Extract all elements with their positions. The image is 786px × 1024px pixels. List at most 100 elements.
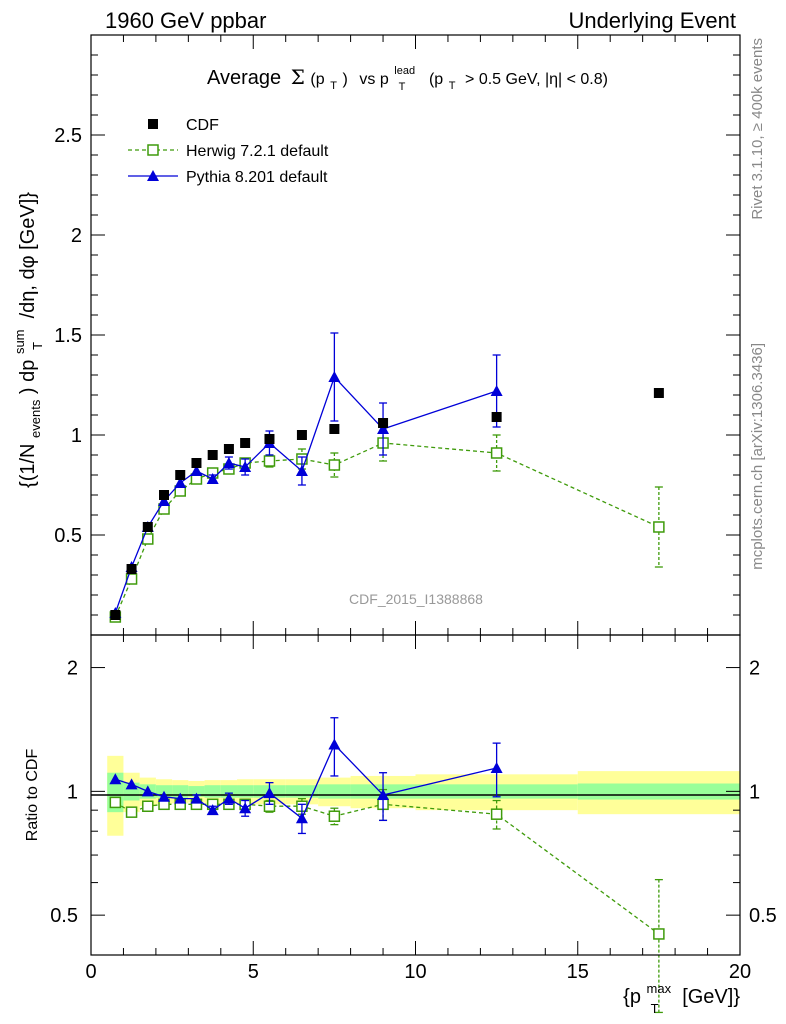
- legend-herwig-marker: [147, 144, 159, 156]
- title-lead-sup: lead: [394, 65, 415, 77]
- cdf-main-point: [240, 438, 251, 448]
- xlabel-t-sub: T: [651, 1001, 659, 1016]
- legend-pythia-marker: [147, 170, 159, 181]
- pythia-main-point: [158, 495, 171, 506]
- cdf-main-point: [329, 424, 340, 434]
- ratio-ylabel: Ratio to CDF: [24, 749, 41, 842]
- herwig-main-point: [263, 455, 276, 467]
- main-y-tick-label: 2: [71, 225, 82, 247]
- cdf-main-point: [175, 470, 186, 480]
- ratio-band-inner: [318, 784, 351, 799]
- main-y-tick-label: 0.5: [54, 525, 82, 547]
- ratio-band-inner: [188, 786, 205, 797]
- pythia-ratio-point: [141, 785, 154, 797]
- ylabel-part2: ) dp: [17, 360, 39, 394]
- ratio-band-inner: [237, 785, 254, 798]
- title-pt-close: ): [343, 71, 348, 88]
- herwig-main-point: [328, 459, 341, 471]
- x-tick-label: 0: [85, 961, 96, 983]
- title-pt-sub: T: [330, 80, 337, 92]
- ratio-y-tick-label: 2: [67, 658, 78, 680]
- title-sigma: Σ: [291, 65, 305, 89]
- cdf-main-point: [159, 490, 170, 500]
- pythia-ratio-point: [125, 778, 138, 790]
- ratio-y-tick-label: 1: [67, 781, 78, 803]
- pythia-main-point: [222, 457, 235, 468]
- ylabel-t-sub: T: [30, 342, 45, 350]
- pythia-main-point: [206, 473, 219, 484]
- pythia-main-line: [114, 375, 497, 614]
- ratio-band-inner: [577, 783, 740, 800]
- title-cut-open: (p: [429, 71, 443, 88]
- main-y-tick-label: 2.5: [54, 125, 82, 147]
- mcplots-label: mcplots.cern.ch [arXiv:1306.3436]: [749, 343, 766, 570]
- title-pt-open: (p: [310, 71, 324, 88]
- herwig-ratio-point: [490, 808, 503, 820]
- pythia-main-point: [377, 423, 390, 434]
- ratio-y-tick-label-right: 1: [749, 781, 760, 803]
- legend-herwig-label: Herwig 7.2.1 default: [186, 143, 329, 160]
- title-lead-sub: T: [399, 81, 406, 93]
- title-prefix: Average: [207, 67, 281, 89]
- x-tick-label: 20: [729, 961, 751, 983]
- x-tick-label: 15: [567, 961, 589, 983]
- legend-cdf-marker: [148, 119, 158, 129]
- pythia-ratio-point: [239, 802, 252, 814]
- pythia-main-point: [239, 461, 252, 472]
- xlabel-part1: {p: [623, 986, 641, 1008]
- herwig-ratio-point: [109, 796, 122, 809]
- header-right: Underlying Event: [568, 8, 736, 33]
- pythia-main-point: [328, 371, 341, 382]
- ylabel-part1: {(1/N: [17, 444, 39, 488]
- pythia-ratio-point: [328, 738, 341, 750]
- ylabel-events-sub: events: [28, 399, 43, 438]
- herwig-ratio-point: [653, 928, 665, 940]
- ratio-y-tick-label-right: 0.5: [749, 905, 777, 927]
- title-cut-rest: > 0.5 GeV, |η| < 0.8): [465, 71, 608, 88]
- pythia-main-point: [174, 477, 187, 488]
- pythia-ratio-point: [263, 787, 276, 799]
- pythia-ratio-point: [222, 792, 235, 804]
- pythia-ratio-point: [158, 790, 171, 802]
- cdf-main-point: [296, 430, 307, 440]
- ratio-plot-area: [107, 755, 740, 836]
- x-tick-label: 5: [248, 961, 259, 983]
- cdf-main-point: [142, 522, 153, 532]
- pythia-main-point: [295, 465, 308, 476]
- cdf-main-point: [491, 412, 502, 422]
- cdf-main-point: [264, 434, 275, 444]
- title-vs: vs p: [359, 71, 388, 88]
- legend-cdf-label: CDF: [186, 117, 219, 134]
- ratio-y-tick-label: 0.5: [50, 905, 78, 927]
- pythia-ratio-point: [377, 788, 390, 800]
- cdf-main-point: [110, 610, 121, 620]
- cdf-main-point: [653, 388, 664, 398]
- herwig-ratio-line: [114, 801, 660, 935]
- ylabel-part3: /dη, dφ [GeV]}: [17, 192, 39, 319]
- main-series-marks: [109, 332, 665, 623]
- xlabel-max-sup: max: [647, 981, 672, 996]
- xlabel-part2: [GeV]}: [682, 986, 740, 1008]
- herwig-main-point: [490, 447, 503, 459]
- x-tick-label: 10: [404, 961, 426, 983]
- axis-ticks: 0 5 10 15 20 0.5 1 1.5 2 2.5 0.5 0.5 1 1 2 2: [50, 34, 777, 983]
- pythia-ratio-point: [490, 761, 503, 773]
- ylabel-sum-sup: sum: [12, 329, 27, 354]
- ratio-band-inner: [204, 785, 221, 798]
- main-y-tick-label: 1: [71, 425, 82, 447]
- pythia-ratio-point: [109, 773, 122, 785]
- herwig-ratio-point: [142, 800, 154, 812]
- ratio-series-marks: [109, 717, 665, 1014]
- rivet-label: Rivet 3.1.10, ≥ 400k events: [749, 38, 766, 220]
- pythia-ratio-point: [174, 792, 187, 804]
- title-cut-sub: T: [449, 80, 456, 92]
- cdf-main-point: [207, 450, 218, 460]
- main-ylabel: {(1/N events ) dp sum T /dη, dφ [GeV]}: [7, 192, 47, 488]
- pythia-ratio-point: [295, 812, 308, 824]
- herwig-ratio-point: [328, 810, 341, 822]
- header-left: 1960 GeV ppbar: [105, 8, 266, 33]
- ratio-y-tick-label-right: 2: [749, 658, 760, 680]
- cdf-main-point: [191, 458, 202, 468]
- analysis-watermark: CDF_2015_I1388868: [349, 591, 483, 607]
